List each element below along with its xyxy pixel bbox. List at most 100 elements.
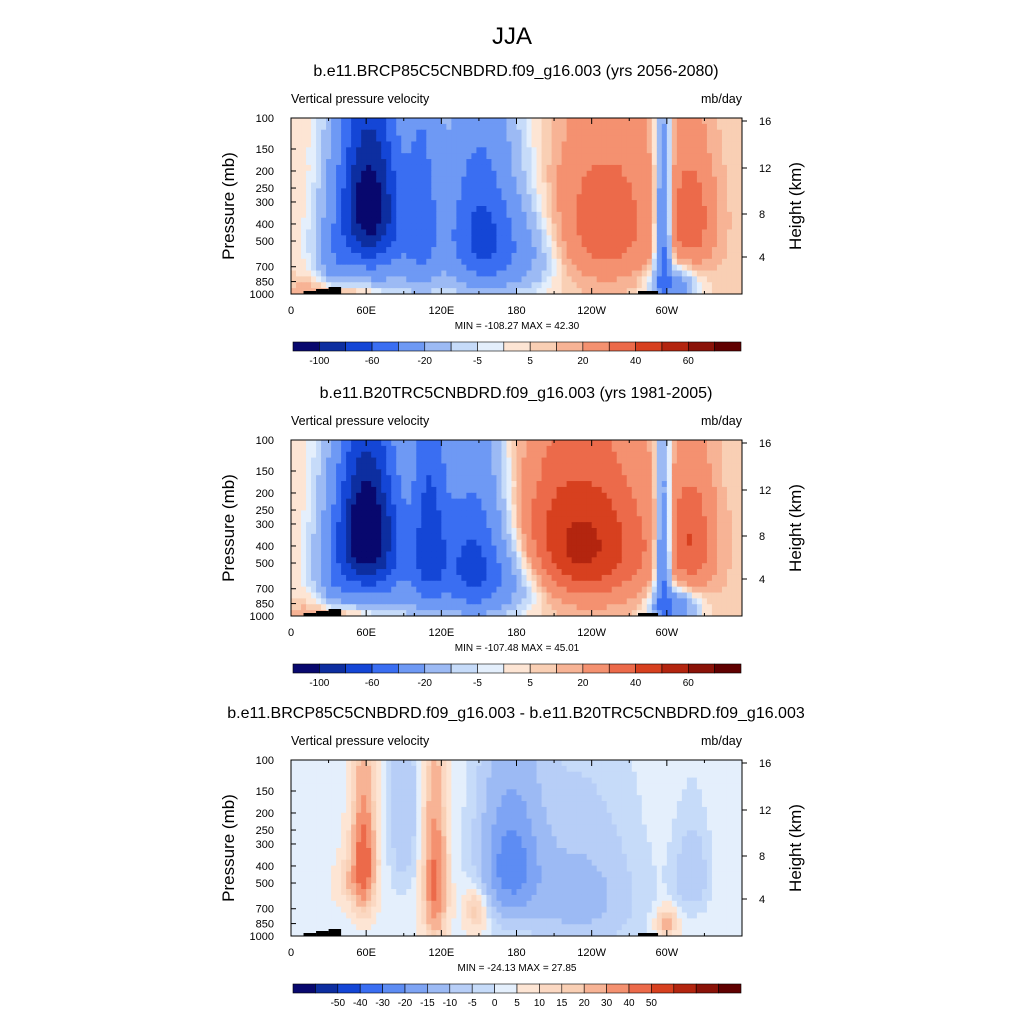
colorbar-label: 50 <box>646 998 658 1009</box>
y-tick-label: 850 <box>256 919 274 931</box>
y-tick-label: 400 <box>256 219 274 231</box>
y-right-tick-label: 4 <box>759 574 765 586</box>
colorbar-swatch <box>651 983 675 994</box>
colorbar-swatch <box>315 983 339 994</box>
colorbar-label: -20 <box>418 356 433 367</box>
colorbar-swatch <box>556 663 584 674</box>
colorbar-swatch <box>687 341 715 352</box>
x-tick-label: 120W <box>577 947 606 959</box>
y-tick-label: 200 <box>256 808 274 820</box>
y-tick-label: 1000 <box>250 931 274 943</box>
y-tick-label: 100 <box>256 755 274 767</box>
colorbar-swatch <box>714 341 742 352</box>
y-tick-label: 700 <box>256 904 274 916</box>
colorbar-label: 30 <box>601 998 613 1009</box>
y-right-tick-label: 16 <box>759 438 771 450</box>
y-axis-label: Pressure (mb) <box>219 152 238 260</box>
colorbar-swatch <box>424 663 452 674</box>
y-tick-label: 1000 <box>250 611 274 623</box>
colorbar-swatch <box>359 983 383 994</box>
colorbar-swatch <box>539 983 563 994</box>
colorbar-swatch <box>608 663 636 674</box>
colorbar-label: 5 <box>527 678 533 689</box>
colorbar-swatch <box>608 341 636 352</box>
panel-title: b.e11.BRCP85C5CNBDRD.f09_g16.003 (yrs 20… <box>313 63 718 80</box>
topography <box>303 291 317 294</box>
colorbar-swatch <box>292 341 320 352</box>
y-tick-label: 200 <box>256 488 274 500</box>
y-tick-label: 700 <box>256 262 274 274</box>
colorbar-label: -100 <box>309 356 329 367</box>
colorbar-swatch <box>503 663 531 674</box>
colorbar-swatch <box>345 341 373 352</box>
contour-field <box>291 118 742 294</box>
min-max-stats: MIN = -107.48 MAX = 45.01 <box>455 643 580 654</box>
y-tick-label: 100 <box>256 113 274 125</box>
y-tick-label: 250 <box>256 183 274 195</box>
colorbar-label: -20 <box>418 678 433 689</box>
y-tick-label: 1000 <box>250 289 274 301</box>
y-axis-right-label: Height (km) <box>786 162 805 250</box>
topography <box>328 609 342 616</box>
panel-title: b.e11.B20TRC5CNBDRD.f09_g16.003 (yrs 198… <box>320 385 713 402</box>
colorbar-swatch <box>427 983 451 994</box>
colorbar-swatch <box>695 983 719 994</box>
colorbar-swatch <box>404 983 428 994</box>
colorbar-swatch <box>583 983 607 994</box>
colorbar-label: 20 <box>577 678 589 689</box>
y-tick-label: 850 <box>256 599 274 611</box>
colorbar-label: -40 <box>353 998 368 1009</box>
colorbar-swatch <box>561 983 585 994</box>
topography <box>638 613 659 616</box>
topography <box>413 613 416 616</box>
colorbar-swatch <box>292 983 316 994</box>
colorbar-swatch <box>687 663 715 674</box>
x-tick-label: 60W <box>656 305 679 317</box>
colorbar-label: -15 <box>420 998 435 1009</box>
x-tick-label: 180 <box>507 627 525 639</box>
panel-title: b.e11.BRCP85C5CNBDRD.f09_g16.003 - b.e11… <box>227 705 805 722</box>
colorbar-swatch <box>494 983 518 994</box>
units-label: mb/day <box>701 734 743 748</box>
y-right-tick-label: 8 <box>759 531 765 543</box>
y-right-tick-label: 4 <box>759 894 765 906</box>
colorbar-label: 0 <box>492 998 498 1009</box>
colorbar-label: -100 <box>309 678 329 689</box>
y-tick-label: 500 <box>256 558 274 570</box>
colorbar-swatch <box>292 663 320 674</box>
colorbar-swatch <box>529 663 557 674</box>
topography <box>316 289 329 294</box>
colorbar-swatch <box>661 663 689 674</box>
y-tick-label: 400 <box>256 541 274 553</box>
y-tick-label: 150 <box>256 786 274 798</box>
topography <box>316 611 329 616</box>
colorbar-label: 5 <box>527 356 533 367</box>
colorbar-label: -10 <box>443 998 458 1009</box>
y-tick-label: 150 <box>256 144 274 156</box>
colorbar-swatch <box>661 341 689 352</box>
x-tick-label: 60E <box>356 627 376 639</box>
topography <box>638 291 659 294</box>
y-axis-right-label: Height (km) <box>786 804 805 892</box>
colorbar-label: -5 <box>473 678 482 689</box>
figure-title: JJA <box>492 23 532 50</box>
colorbar-label: -30 <box>375 998 390 1009</box>
colorbar-label: -60 <box>365 678 380 689</box>
x-tick-label: 120E <box>428 627 454 639</box>
colorbar-label: 60 <box>683 678 695 689</box>
x-tick-label: 120W <box>577 627 606 639</box>
colorbar-swatch <box>718 983 742 994</box>
colorbar-label: 15 <box>556 998 568 1009</box>
y-tick-label: 300 <box>256 839 274 851</box>
colorbar-swatch <box>450 341 478 352</box>
colorbar-swatch <box>556 341 584 352</box>
x-tick-label: 180 <box>507 305 525 317</box>
topography <box>413 291 416 294</box>
colorbar-swatch <box>319 663 347 674</box>
y-tick-label: 400 <box>256 861 274 873</box>
y-axis-label: Pressure (mb) <box>219 474 238 582</box>
colorbar-swatch <box>449 983 473 994</box>
colorbar-swatch <box>673 983 697 994</box>
colorbar-swatch <box>503 341 531 352</box>
